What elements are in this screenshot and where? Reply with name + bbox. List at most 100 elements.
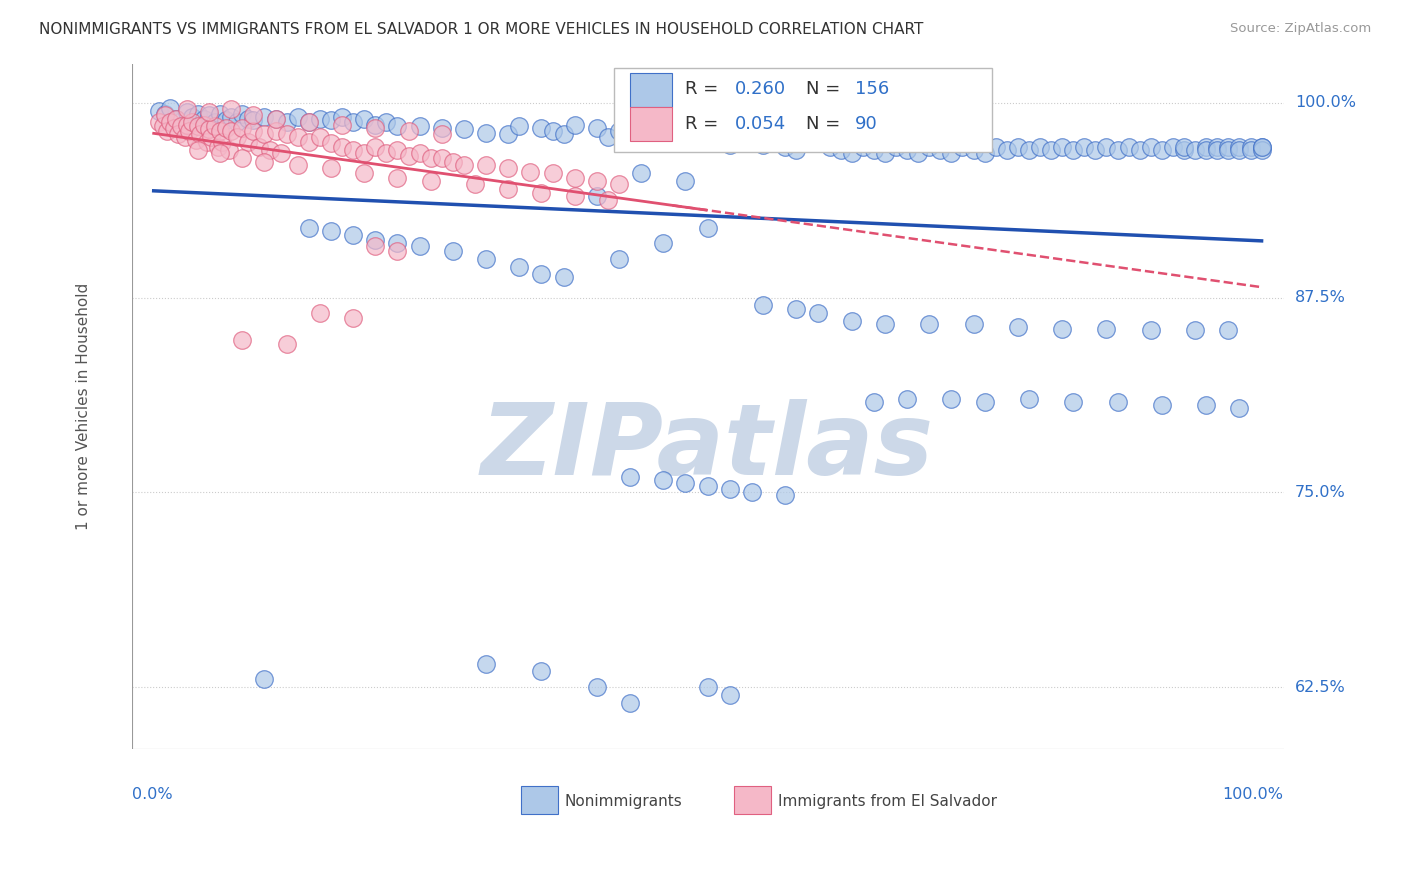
Point bbox=[342, 310, 364, 325]
Point bbox=[159, 101, 181, 115]
Point bbox=[475, 126, 498, 140]
Point bbox=[264, 112, 287, 126]
Point bbox=[153, 107, 176, 121]
Point bbox=[148, 103, 170, 118]
Point bbox=[187, 107, 209, 121]
Point bbox=[287, 158, 309, 172]
Point bbox=[995, 143, 1018, 157]
Point bbox=[1129, 143, 1152, 157]
Point bbox=[973, 145, 995, 160]
Point bbox=[896, 143, 918, 157]
Point bbox=[596, 130, 619, 145]
Point bbox=[209, 124, 232, 138]
Point bbox=[364, 118, 387, 132]
Point bbox=[675, 475, 697, 490]
Point bbox=[236, 135, 259, 149]
Point bbox=[1095, 139, 1118, 153]
Point bbox=[619, 469, 641, 483]
Point bbox=[200, 130, 222, 145]
Point bbox=[211, 135, 233, 149]
Point bbox=[918, 317, 941, 331]
Point bbox=[841, 314, 863, 328]
Point bbox=[652, 473, 675, 487]
Text: 62.5%: 62.5% bbox=[1295, 680, 1346, 695]
Point bbox=[675, 133, 697, 147]
Point bbox=[952, 139, 974, 153]
Point bbox=[387, 236, 409, 251]
Point bbox=[896, 392, 918, 406]
Point bbox=[387, 143, 409, 157]
Point bbox=[176, 102, 198, 116]
Text: 87.5%: 87.5% bbox=[1295, 290, 1346, 305]
Point bbox=[375, 145, 398, 160]
Point bbox=[198, 108, 221, 122]
Point bbox=[1239, 143, 1261, 157]
Point bbox=[231, 107, 253, 121]
Point bbox=[215, 120, 238, 135]
Point bbox=[530, 120, 553, 135]
Point bbox=[541, 166, 564, 180]
Text: 156: 156 bbox=[855, 80, 890, 98]
Point bbox=[253, 155, 276, 169]
Point bbox=[1195, 139, 1218, 153]
Point bbox=[453, 122, 475, 136]
Point bbox=[387, 244, 409, 258]
Point bbox=[773, 488, 796, 502]
Point bbox=[287, 130, 309, 145]
Point bbox=[664, 127, 686, 141]
Point bbox=[270, 145, 292, 160]
Point bbox=[408, 120, 430, 134]
Point bbox=[1018, 143, 1040, 157]
Point bbox=[353, 112, 375, 126]
Point bbox=[818, 139, 841, 153]
Point bbox=[1229, 401, 1251, 416]
Point bbox=[1139, 139, 1161, 153]
Point bbox=[596, 193, 619, 207]
Point bbox=[176, 105, 198, 120]
Point bbox=[353, 166, 375, 180]
Point bbox=[364, 120, 387, 135]
Point bbox=[619, 127, 641, 141]
Point bbox=[364, 233, 387, 247]
Point bbox=[187, 120, 209, 134]
Point bbox=[1084, 143, 1107, 157]
Point bbox=[264, 112, 287, 126]
Point bbox=[475, 158, 498, 172]
Point bbox=[170, 120, 193, 134]
Point bbox=[685, 130, 707, 145]
Point bbox=[153, 108, 176, 122]
Text: 1 or more Vehicles in Household: 1 or more Vehicles in Household bbox=[76, 283, 90, 531]
Text: 0.260: 0.260 bbox=[735, 80, 786, 98]
Point bbox=[148, 114, 170, 128]
Point bbox=[1118, 139, 1140, 153]
Text: N =: N = bbox=[806, 80, 845, 98]
Point bbox=[941, 392, 963, 406]
Point bbox=[181, 114, 204, 128]
Point bbox=[364, 239, 387, 253]
Point bbox=[276, 127, 298, 141]
Point bbox=[630, 120, 652, 135]
Point bbox=[496, 161, 519, 176]
Text: R =: R = bbox=[685, 80, 724, 98]
Point bbox=[1007, 320, 1029, 334]
Point bbox=[198, 122, 221, 136]
Text: 0.054: 0.054 bbox=[735, 115, 786, 133]
Point bbox=[330, 139, 353, 153]
Point bbox=[464, 177, 486, 191]
Text: Source: ZipAtlas.com: Source: ZipAtlas.com bbox=[1230, 22, 1371, 36]
Point bbox=[929, 143, 952, 157]
Point bbox=[675, 174, 697, 188]
Point bbox=[259, 143, 281, 157]
Point bbox=[696, 135, 718, 149]
Point bbox=[718, 138, 741, 153]
Point bbox=[441, 155, 464, 169]
Point bbox=[330, 118, 353, 132]
Point bbox=[231, 120, 253, 135]
Point bbox=[718, 688, 741, 702]
Point bbox=[1050, 322, 1073, 336]
Point bbox=[204, 114, 226, 128]
Point bbox=[387, 170, 409, 185]
Point bbox=[188, 127, 211, 141]
Point bbox=[730, 135, 752, 149]
Point bbox=[862, 395, 884, 409]
